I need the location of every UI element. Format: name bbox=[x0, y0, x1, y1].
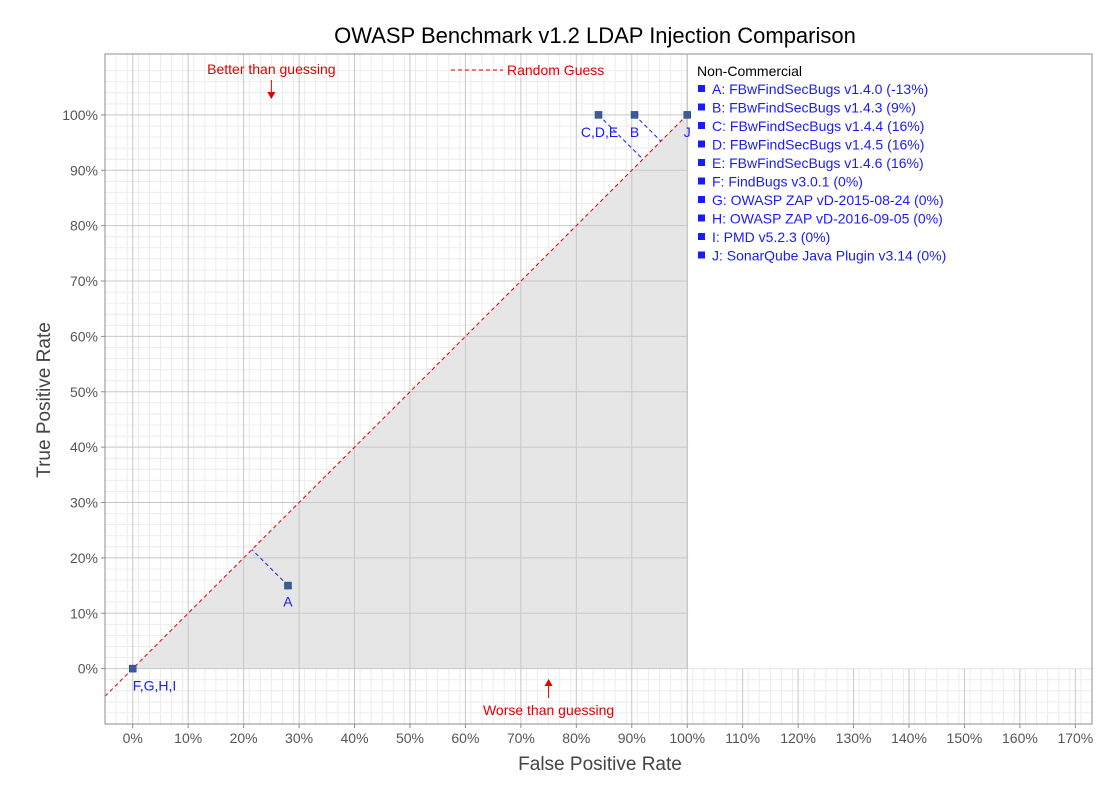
x-axis-title: False Positive Rate bbox=[518, 754, 682, 775]
y-tick-label: 0% bbox=[78, 661, 98, 677]
y-axis-title: True Positive Rate bbox=[34, 322, 55, 478]
x-tick-label: 10% bbox=[174, 730, 202, 746]
x-tick-label: 90% bbox=[618, 730, 646, 746]
data-point-b bbox=[630, 111, 639, 119]
x-tick-label: 130% bbox=[836, 730, 872, 746]
legend-marker bbox=[698, 214, 705, 222]
x-tick-label: 60% bbox=[451, 730, 479, 746]
data-point-label: B bbox=[630, 124, 639, 140]
legend-entry: B: FBwFindSecBugs v1.4.3 (9%) bbox=[712, 100, 916, 116]
x-tick-label: 170% bbox=[1057, 730, 1093, 746]
legend-marker bbox=[698, 122, 705, 129]
plot-area: 0% 10% 20% 30% 40% 50% 60% 70% 80% 90% 100% 110% 120… bbox=[62, 53, 1093, 746]
distance-to-guess-line bbox=[251, 549, 289, 586]
data-point-a bbox=[284, 581, 292, 590]
x-tick-label: 50% bbox=[396, 730, 424, 746]
chart-title: OWASP Benchmark v1.2 LDAP Injection Comp… bbox=[334, 23, 856, 48]
x-tick-label: 140% bbox=[891, 730, 927, 746]
legend: A: FBwFindSecBugs v1.4.0 (-13%) B: FBwFin… bbox=[698, 81, 946, 264]
x-tick-label: 80% bbox=[562, 730, 590, 746]
legend-entry: G: OWASP ZAP vD-2015-08-24 (0%) bbox=[712, 192, 944, 208]
legend-entry: J: SonarQube Java Plugin v3.14 (0%) bbox=[712, 248, 946, 264]
legend-entry: H: OWASP ZAP vD-2016-09-05 (0%) bbox=[712, 211, 943, 227]
legend-entry: I: PMD v5.2.3 (0%) bbox=[712, 229, 830, 245]
y-tick-label: 50% bbox=[70, 384, 98, 400]
legend-panel bbox=[688, 54, 1092, 669]
y-tick-label: 90% bbox=[70, 162, 98, 178]
distance-to-guess-line bbox=[598, 114, 644, 160]
plot-frame bbox=[104, 53, 1093, 725]
worse-arrow-head bbox=[544, 679, 553, 686]
x-tick-label: 30% bbox=[285, 730, 313, 746]
x-tick-label: 70% bbox=[507, 730, 535, 746]
random-guess-legend-label: Random Guess bbox=[507, 62, 604, 78]
legend-entry: D: FBwFindSecBugs v1.4.5 (16%) bbox=[712, 137, 924, 153]
data-point-label: A bbox=[283, 594, 293, 610]
y-tick-label: 100% bbox=[62, 107, 98, 123]
y-tick-label: 20% bbox=[70, 550, 98, 566]
data-point-label: J bbox=[684, 124, 691, 140]
y-tick-label: 10% bbox=[70, 605, 98, 621]
y-tick-label: 70% bbox=[70, 273, 98, 289]
y-tick-label: 80% bbox=[70, 218, 98, 234]
x-tick-label: 40% bbox=[341, 730, 369, 746]
legend-entry: E: FBwFindSecBugs v1.4.6 (16%) bbox=[712, 155, 924, 171]
legend-marker bbox=[698, 103, 705, 111]
data-point-c-d-e bbox=[594, 111, 603, 119]
y-tick-label: 40% bbox=[70, 439, 98, 455]
data-point-j bbox=[683, 111, 691, 119]
legend-marker bbox=[698, 196, 705, 203]
legend-entry: C: FBwFindSecBugs v1.4.4 (16%) bbox=[712, 118, 924, 134]
legend-marker bbox=[698, 85, 705, 92]
distance-to-guess-line bbox=[634, 114, 662, 142]
legend-marker bbox=[698, 159, 705, 166]
x-tick-label: 120% bbox=[780, 730, 816, 746]
x-tick-label: 160% bbox=[1002, 730, 1038, 746]
y-tick-label: 30% bbox=[70, 495, 98, 511]
x-tick-label: 100% bbox=[669, 730, 705, 746]
legend-marker bbox=[698, 140, 705, 148]
legend-marker bbox=[698, 251, 705, 259]
legend-marker bbox=[698, 177, 705, 185]
x-tick-label: 0% bbox=[123, 730, 143, 746]
legend-marker bbox=[698, 233, 705, 240]
better-than-guessing-label: Better than guessing bbox=[207, 61, 335, 77]
better-arrow-head bbox=[267, 92, 276, 99]
x-tick-label: 20% bbox=[230, 730, 258, 746]
legend-entry: A: FBwFindSecBugs v1.4.0 (-13%) bbox=[712, 81, 928, 97]
legend-entry: F: FindBugs v3.0.1 (0%) bbox=[712, 174, 863, 190]
y-tick-label: 60% bbox=[70, 328, 98, 344]
worse-than-guessing-label: Worse than guessing bbox=[483, 702, 614, 718]
data-point-label: F,G,H,I bbox=[133, 678, 177, 694]
x-tick-label: 150% bbox=[947, 730, 983, 746]
data-point-label: C,D,E bbox=[581, 124, 618, 140]
x-tick-label: 110% bbox=[725, 730, 760, 746]
data-point-f-g-h-i bbox=[128, 664, 137, 673]
legend-title: Non-Commercial bbox=[697, 63, 802, 79]
